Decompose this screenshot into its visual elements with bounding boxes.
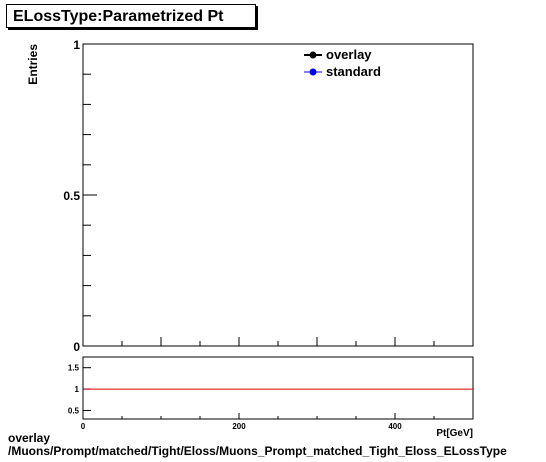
legend-item-overlay: overlay xyxy=(304,47,372,62)
main-y-tick-label: 0 xyxy=(73,340,80,354)
main-y-tick-label: 0.5 xyxy=(63,189,80,203)
ratio-y-tick-label: 1.5 xyxy=(68,364,80,373)
legend-standard-marker xyxy=(309,68,317,76)
ratio-plot-frame xyxy=(82,356,474,420)
main-x-ticks xyxy=(82,337,474,346)
legend-overlay-label: overlay xyxy=(326,47,372,62)
main-plot-frame xyxy=(82,43,474,347)
legend-overlay-marker xyxy=(309,51,317,59)
ratio-y-tick-label: 0.5 xyxy=(68,406,80,415)
legend-item-standard: standard xyxy=(304,64,381,79)
main-y-tick-labels: 00.51 xyxy=(63,38,80,354)
ratio-tick-labels: 0.5 1 1.5 0 200 400 xyxy=(68,364,402,431)
footer-caption: overlay /Muons/Prompt/matched/Tight/Elos… xyxy=(8,432,546,458)
ratio-x-tick-label: 200 xyxy=(232,422,246,431)
ratio-x-tick-label: 400 xyxy=(388,422,402,431)
footer-line-2: /Muons/Prompt/matched/Tight/Eloss/Muons_… xyxy=(8,444,507,458)
legend: overlay standard xyxy=(304,47,381,79)
legend-standard-label: standard xyxy=(326,64,381,79)
ratio-y-tick-label: 1 xyxy=(75,385,80,394)
footer-line-1: overlay xyxy=(8,432,51,445)
main-y-ticks xyxy=(83,43,97,347)
ratio-x-tick-label: 0 xyxy=(81,422,86,431)
main-y-tick-label: 1 xyxy=(73,38,80,52)
x-axis-label: Pt[GeV] xyxy=(436,428,473,439)
chart-title: ELossType:Parametrized Pt xyxy=(6,4,256,28)
y-axis-label: Entries xyxy=(26,44,40,85)
